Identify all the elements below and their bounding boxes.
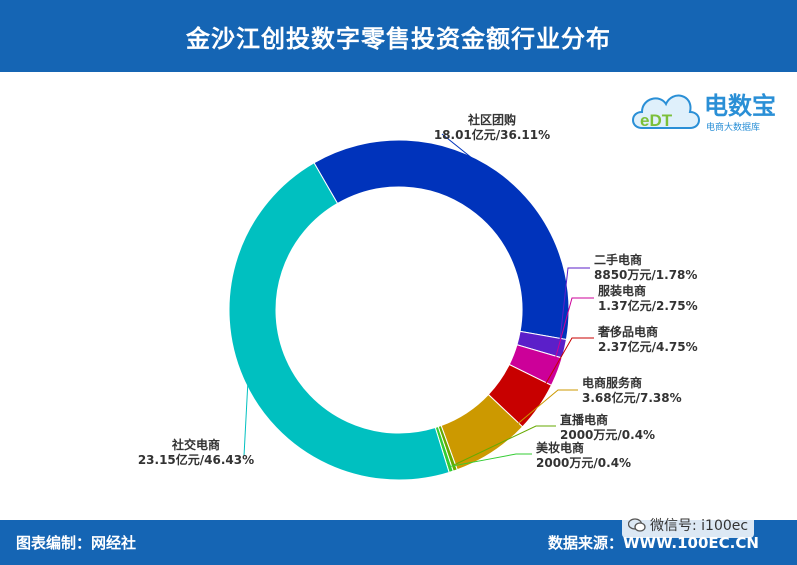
slice-label-name: 服装电商 [598,283,646,298]
leader-line-直播电商 [453,425,556,466]
wechat-icon [628,518,646,532]
footer-credit: 图表编制：网经社 [16,534,137,552]
donut-slices [228,139,570,481]
leader-line-社交电商 [243,375,249,457]
watermark: 微信号: i100ec [622,512,755,538]
slice-label-value: 1.37亿元/2.75% [598,298,698,313]
slice-label-value: 2.37亿元/4.75% [598,339,698,354]
footer-source: 数据来源：WWW.100EC.CN [548,534,759,552]
logo: eDT 电数宝 电商大数据库 [628,80,793,142]
chart-area: 社区团购 18.01亿元/36.11% 二手电商 8850万元/1.78% 服装电商 1.… [0,72,797,520]
cloud-logo-icon: eDT [632,94,700,130]
slice-label-name: 社交电商 [171,437,220,452]
slice-label-name: 二手电商 [594,252,642,267]
slice-label-name: 奢侈品电商 [597,324,658,339]
chart-title: 金沙江创投数字零售投资金额行业分布 [186,24,611,53]
leader-lines [243,133,594,468]
slice-label-name: 社区团购 [467,112,516,127]
slice-label-value: 2000万元/0.4% [536,456,631,470]
slice-label-value: 23.15亿元/46.43% [138,452,254,467]
watermark-text: 微信号: i100ec [650,518,749,534]
leader-line-电商服务商 [489,389,578,448]
logo-name: 电数宝 [704,92,776,120]
slice-label-value: 3.68亿元/7.38% [582,390,682,405]
leader-line-社区团购 [441,133,494,176]
slice-label-value: 8850万元/1.78% [594,268,697,282]
slice-社交电商 [228,162,450,481]
slice-label-name: 美妆电商 [536,440,584,455]
leader-line-服装电商 [551,297,594,371]
slice-社区团购 [313,139,570,341]
logo-subtitle: 电商大数据库 [706,123,761,133]
slice-label-value: 18.01亿元/36.11% [434,127,550,142]
logo-mark: eDT [640,111,673,130]
slice-label-value: 2000万元/0.4% [560,428,655,442]
leader-line-奢侈品电商 [533,337,594,405]
chart-header: 金沙江创投数字零售投资金额行业分布 [0,0,797,72]
leader-line-二手电商 [558,267,590,348]
slice-label-name: 直播电商 [560,412,608,427]
leader-line-美妆电商 [449,453,532,468]
slice-label-name: 电商服务商 [582,375,642,390]
